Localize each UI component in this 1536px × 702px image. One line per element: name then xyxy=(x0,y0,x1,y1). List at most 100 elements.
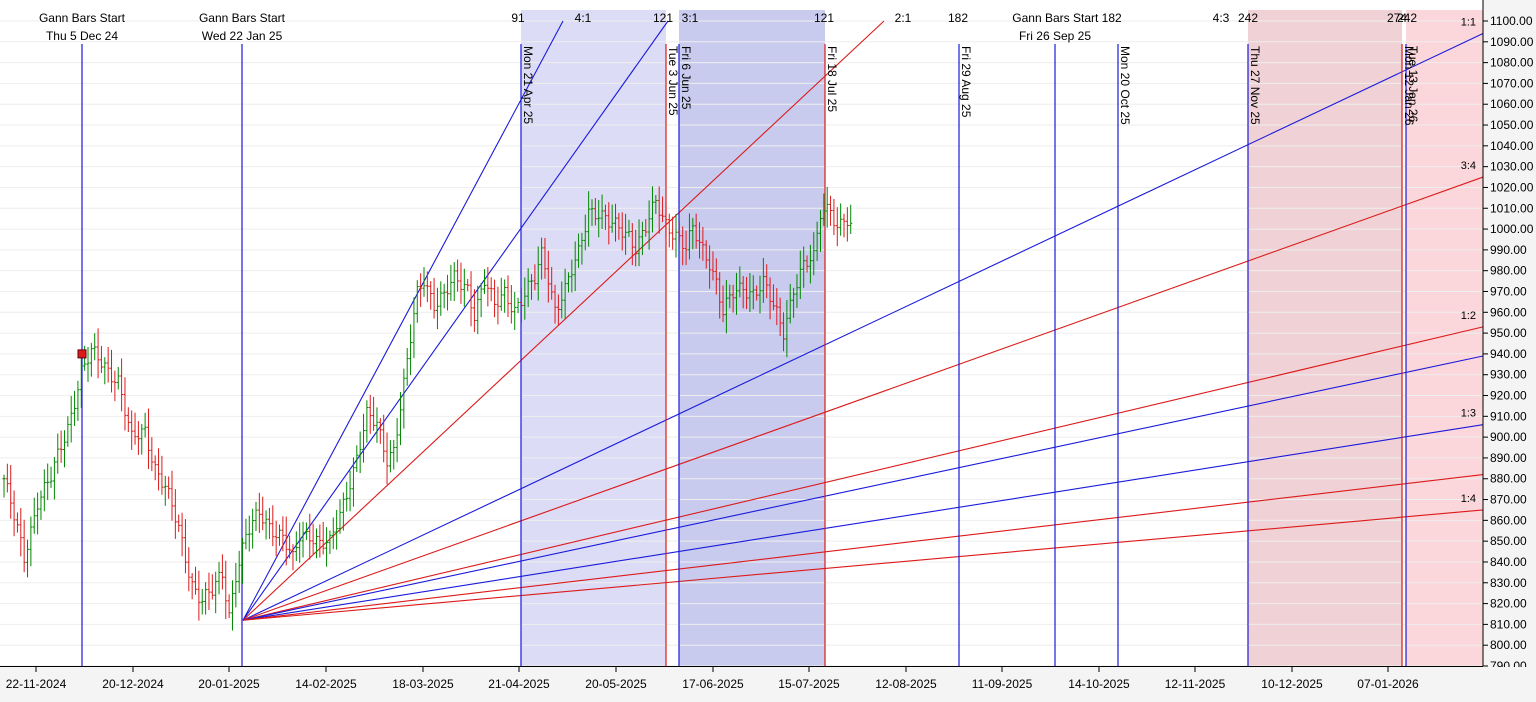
price-bar-46 xyxy=(157,448,161,491)
price-bar-26 xyxy=(89,342,93,377)
price-bar-34 xyxy=(116,366,120,390)
price-bar-78 xyxy=(264,510,268,540)
y-tick-label-28: 1070.00 xyxy=(1490,76,1534,90)
price-bar-76 xyxy=(257,492,261,533)
price-bar-106 xyxy=(358,431,362,474)
price-bar-45 xyxy=(153,455,157,481)
price-bar-155 xyxy=(523,277,527,320)
x-axis-background xyxy=(0,667,1536,697)
price-bar-125 xyxy=(422,267,426,297)
price-bar-242 xyxy=(815,221,819,262)
price-bar-139 xyxy=(469,271,473,327)
price-bar-86 xyxy=(291,544,295,571)
price-bar-148 xyxy=(499,277,503,311)
price-bar-232 xyxy=(782,312,786,352)
price-bar-162 xyxy=(546,250,550,303)
price-bar-111 xyxy=(375,407,379,443)
price-bar-166 xyxy=(560,281,564,319)
price-bar-140 xyxy=(472,289,476,333)
price-bar-246 xyxy=(829,195,833,226)
price-bar-248 xyxy=(835,207,839,247)
price-bar-179 xyxy=(603,204,607,230)
price-bar-220 xyxy=(741,276,745,309)
y-tick-label-26: 1050.00 xyxy=(1490,118,1534,132)
price-bar-10 xyxy=(36,492,40,535)
y-tick-label-13: 920.00 xyxy=(1490,389,1527,403)
x-tick-label-8: 15-07-2025 xyxy=(778,677,840,691)
price-bar-123 xyxy=(415,280,419,323)
fan-line-0 xyxy=(242,20,564,621)
price-bar-147 xyxy=(496,286,500,325)
price-bar-197 xyxy=(664,202,668,237)
price-bar-23 xyxy=(79,354,83,408)
price-bar-193 xyxy=(650,186,654,233)
price-bar-39 xyxy=(133,412,137,445)
x-tick-label-14: 07-01-2026 xyxy=(1357,677,1419,691)
shaded-region-2 xyxy=(1248,10,1402,666)
price-bar-99 xyxy=(335,509,339,550)
fan-line-4 xyxy=(242,176,1484,621)
price-bar-137 xyxy=(462,268,466,307)
price-bar-28 xyxy=(96,328,100,379)
price-bar-2 xyxy=(9,464,13,519)
price-bar-52 xyxy=(177,514,181,532)
price-bar-33 xyxy=(113,370,117,402)
vertical-marker-label-5: Mon 20 Oct 25 xyxy=(1118,46,1132,125)
price-bar-213 xyxy=(718,272,722,319)
price-bar-200 xyxy=(674,213,678,258)
price-bar-13 xyxy=(46,463,50,500)
price-bar-96 xyxy=(325,527,329,567)
y-tick-label-23: 1020.00 xyxy=(1490,180,1534,194)
price-bar-1 xyxy=(5,463,9,493)
price-bar-149 xyxy=(503,279,507,313)
fan-line-6 xyxy=(242,355,1484,621)
price-bar-47 xyxy=(160,455,164,495)
price-bar-177 xyxy=(597,199,601,238)
price-bar-108 xyxy=(365,400,369,443)
top-label-10: 242 xyxy=(1397,11,1417,25)
fan-line-7 xyxy=(242,424,1484,621)
price-bar-83 xyxy=(281,516,285,552)
price-bar-208 xyxy=(701,226,705,261)
y-tick-label-11: 900.00 xyxy=(1490,430,1527,444)
price-bar-218 xyxy=(734,272,738,315)
price-bar-238 xyxy=(802,246,806,288)
y-tick-label-5: 840.00 xyxy=(1490,555,1527,569)
price-bar-43 xyxy=(146,408,150,470)
price-bar-226 xyxy=(761,257,765,303)
price-bar-195 xyxy=(657,186,661,234)
price-bar-58 xyxy=(197,570,201,621)
price-bar-37 xyxy=(126,407,130,433)
x-tick-label-7: 17-06-2025 xyxy=(682,677,744,691)
price-bar-71 xyxy=(241,537,245,584)
price-bar-199 xyxy=(671,216,675,250)
price-bar-144 xyxy=(486,266,490,307)
price-bar-77 xyxy=(261,496,265,531)
price-bar-80 xyxy=(271,505,275,547)
price-bar-156 xyxy=(526,268,530,308)
price-bar-68 xyxy=(230,580,234,631)
price-bar-42 xyxy=(143,412,147,438)
vertical-marker-label-2: Fri 6 Jun 25 xyxy=(679,46,693,110)
x-tick-label-4: 18-03-2025 xyxy=(392,677,454,691)
price-bar-136 xyxy=(459,262,463,304)
price-bar-25 xyxy=(86,347,90,382)
y-tick-label-30: 1090.00 xyxy=(1490,35,1534,49)
price-bar-159 xyxy=(536,246,540,301)
x-tick-label-13: 10-12-2025 xyxy=(1261,677,1323,691)
price-bar-7 xyxy=(26,539,30,578)
price-bar-158 xyxy=(533,264,537,291)
price-bar-202 xyxy=(681,226,685,266)
price-bar-251 xyxy=(845,207,849,242)
price-bar-217 xyxy=(731,284,735,313)
price-bar-17 xyxy=(59,430,63,463)
price-bar-69 xyxy=(234,562,238,608)
top-label-6: 182 xyxy=(948,11,968,25)
price-bars xyxy=(2,186,853,631)
price-bar-100 xyxy=(338,499,342,534)
price-bar-215 xyxy=(724,280,728,334)
shaded-region-3 xyxy=(1406,10,1483,666)
vertical-marker-label-4: Fri 29 Aug 25 xyxy=(959,46,973,118)
